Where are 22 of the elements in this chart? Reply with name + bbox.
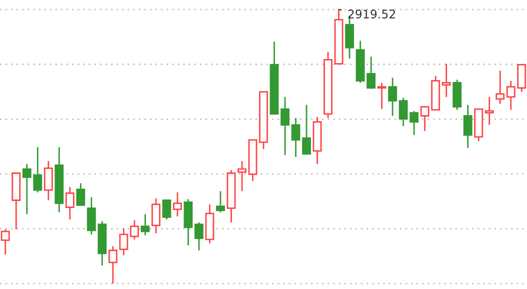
candlestick <box>442 63 451 98</box>
candlestick <box>173 192 182 218</box>
candlestick <box>463 104 472 149</box>
candlestick <box>388 77 398 117</box>
candlestick <box>216 190 225 213</box>
candlestick <box>44 160 53 201</box>
candlestick <box>65 186 74 220</box>
candlestick <box>76 182 86 206</box>
candlestick <box>0 228 10 256</box>
candlestick <box>377 82 386 110</box>
annotation: 2919.52 <box>348 10 396 18</box>
candlestick <box>280 96 290 156</box>
candlestick <box>291 117 300 158</box>
candlestick <box>151 198 160 234</box>
candlestick <box>484 96 494 126</box>
candlestick <box>496 70 505 105</box>
candlestick <box>302 104 311 155</box>
candlestick <box>238 160 246 192</box>
candlestick <box>140 214 150 236</box>
candlestick <box>162 200 172 220</box>
candlestick <box>194 222 204 252</box>
candlestick <box>130 220 139 240</box>
